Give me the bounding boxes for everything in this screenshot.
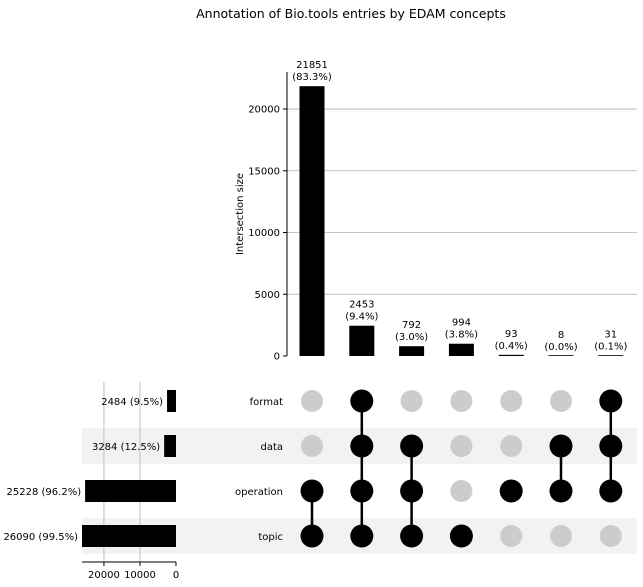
matrix-dot-filled bbox=[400, 479, 424, 503]
chart-title: Annotation of Bio.tools entries by EDAM … bbox=[196, 6, 506, 21]
set-size-bar-format bbox=[167, 390, 176, 412]
bar-value-label: 994 bbox=[452, 318, 471, 329]
matrix-dot-filled bbox=[300, 524, 324, 548]
set-size-axis: 20000 10000 0 bbox=[82, 561, 179, 581]
set-size-bar-data bbox=[164, 435, 176, 457]
matrix-dot-filled bbox=[300, 479, 324, 503]
matrix-dot-filled bbox=[400, 524, 424, 548]
y-tick-label: 0 bbox=[274, 352, 280, 363]
bar-percent-label: (0.4%) bbox=[495, 341, 528, 352]
matrix-dot-empty bbox=[400, 390, 423, 412]
intersection-bar bbox=[598, 355, 624, 356]
set-size-bar-operation bbox=[85, 480, 176, 502]
set-name-topic: topic bbox=[258, 532, 283, 543]
intersection-bar bbox=[548, 355, 574, 356]
set-names: format data operation topic bbox=[235, 397, 283, 543]
set-tick-label: 10000 bbox=[124, 570, 156, 581]
bar-percent-label: (0.1%) bbox=[594, 342, 627, 353]
matrix-dot-filled bbox=[350, 524, 374, 548]
bar-percent-label: (9.4%) bbox=[345, 312, 378, 323]
matrix-dot-empty bbox=[301, 390, 323, 412]
set-size-label: 2484 (9.5%) bbox=[101, 397, 163, 408]
y-tick-label: 5000 bbox=[255, 290, 280, 301]
intersection-bar bbox=[349, 325, 375, 356]
y-tick-label: 20000 bbox=[248, 105, 280, 116]
intersection-bar-labels: 21851(83.3%) 2453(9.4%) 792(3.0%) 994(3.8%)… bbox=[292, 60, 627, 353]
y-tick-label: 15000 bbox=[248, 166, 280, 177]
set-name-data: data bbox=[260, 442, 283, 453]
matrix-dot-filled bbox=[549, 479, 573, 503]
bar-value-label: 21851 bbox=[296, 60, 328, 71]
bar-value-label: 93 bbox=[505, 329, 518, 340]
matrix-dot-empty bbox=[550, 390, 572, 412]
set-size-label: 26090 (99.5%) bbox=[3, 532, 78, 543]
matrix-dot-empty bbox=[450, 390, 473, 412]
intersection-bar bbox=[299, 86, 325, 356]
matrix-dot-filled bbox=[400, 434, 424, 458]
bar-percent-label: (3.8%) bbox=[445, 330, 478, 341]
matrix-dot-empty bbox=[599, 525, 622, 547]
matrix-dot-empty bbox=[500, 390, 523, 412]
matrix-dot-empty bbox=[550, 525, 572, 547]
bar-value-label: 31 bbox=[604, 330, 617, 341]
matrix-dot-filled bbox=[549, 434, 573, 458]
matrix-dot-empty bbox=[500, 435, 523, 457]
set-size-bar-topic bbox=[82, 525, 176, 547]
bar-percent-label: (0.0%) bbox=[544, 342, 577, 353]
intersection-matrix bbox=[300, 389, 623, 548]
matrix-dot-filled bbox=[599, 389, 623, 413]
y-axis-label: Intersection size bbox=[235, 173, 246, 255]
intersection-bar bbox=[448, 343, 474, 356]
intersection-bars bbox=[299, 86, 624, 356]
matrix-dot-filled bbox=[449, 524, 473, 548]
bar-value-label: 792 bbox=[402, 320, 421, 331]
bar-value-label: 2453 bbox=[349, 300, 374, 311]
bar-percent-label: (3.0%) bbox=[395, 332, 428, 343]
matrix-dot-empty bbox=[450, 480, 473, 502]
matrix-dot-filled bbox=[350, 479, 374, 503]
bar-percent-label: (83.3%) bbox=[292, 72, 332, 83]
matrix-dot-empty bbox=[301, 435, 323, 457]
matrix-dot-filled bbox=[599, 479, 623, 503]
set-tick-label: 0 bbox=[173, 570, 179, 581]
set-size-label: 25228 (96.2%) bbox=[7, 487, 82, 498]
matrix-dot-filled bbox=[499, 479, 523, 503]
intersection-bar bbox=[399, 346, 425, 356]
matrix-dot-empty bbox=[500, 525, 523, 547]
intersection-y-axis: 0 5000 10000 15000 20000 bbox=[248, 72, 288, 363]
set-tick-label: 20000 bbox=[88, 570, 120, 581]
y-tick-label: 10000 bbox=[248, 228, 280, 239]
matrix-dot-filled bbox=[350, 434, 374, 458]
intersection-bar bbox=[498, 354, 524, 356]
matrix-dot-filled bbox=[599, 434, 623, 458]
set-name-operation: operation bbox=[235, 487, 283, 498]
bar-value-label: 8 bbox=[558, 330, 564, 341]
matrix-dot-empty bbox=[450, 435, 473, 457]
set-name-format: format bbox=[250, 397, 283, 408]
matrix-dot-filled bbox=[350, 389, 374, 413]
intersection-gridlines bbox=[287, 108, 637, 295]
set-size-bars: 2484 (9.5%) 3284 (12.5%) 25228 (96.2%) 2609… bbox=[3, 390, 176, 547]
set-size-label: 3284 (12.5%) bbox=[92, 442, 160, 453]
